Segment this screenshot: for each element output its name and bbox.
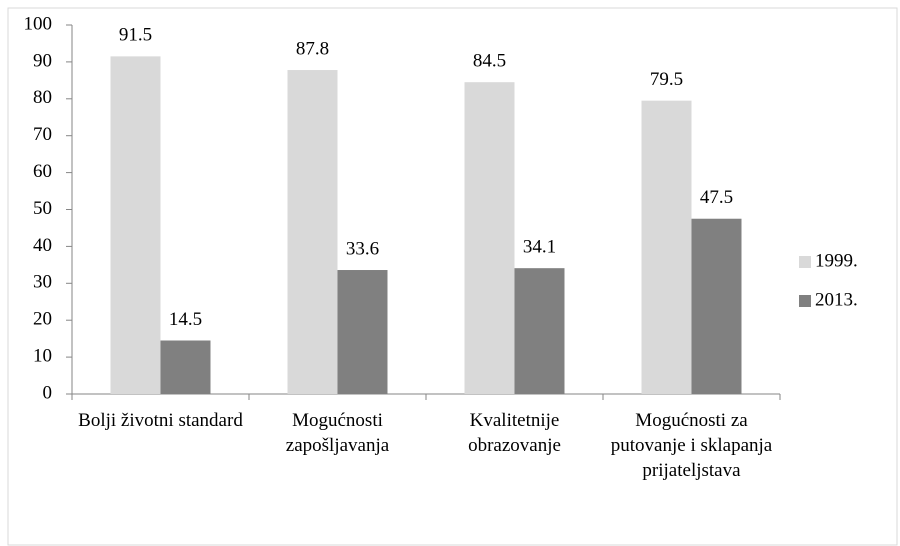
value-label: 47.5 [700,187,733,208]
bar [464,82,515,394]
bar [337,270,388,394]
bar [691,218,742,394]
y-tick-label: 20 [33,309,52,330]
y-tick-label: 60 [33,161,52,182]
y-tick-label: 50 [33,198,52,219]
value-label: 91.5 [119,25,152,46]
y-tick-label: 100 [24,13,53,34]
value-label: 84.5 [473,51,506,72]
y-tick-label: 90 [33,50,52,71]
value-label: 79.5 [650,69,683,90]
bar [110,56,161,395]
value-label: 33.6 [346,238,379,259]
x-tick-label: Mogućnosti zapošljavanja [285,410,390,456]
y-tick-label: 10 [33,345,52,366]
bar [514,268,565,394]
x-tick-label: Mogućnosti za putovanje i sklapanja prij… [610,410,773,481]
legend-label: 1999. [815,250,858,271]
chart-border [7,7,898,546]
x-tick-label: Kvalitetnije obrazovanje [468,410,561,456]
bar [641,100,692,395]
legend-label: 2013. [815,289,858,310]
y-tick-label: 30 [33,272,52,293]
value-label: 34.1 [523,237,556,258]
y-tick-label: 40 [33,235,52,256]
bar [287,70,338,394]
x-tick-label: Bolji životni standard [78,410,243,431]
value-label: 14.5 [169,309,202,330]
legend-swatch [799,295,811,307]
bar [160,340,211,394]
legend-swatch [799,256,811,268]
y-tick-label: 80 [33,87,52,108]
y-tick-label: 0 [43,382,53,403]
value-label: 87.8 [296,38,329,59]
y-tick-label: 70 [33,124,52,145]
